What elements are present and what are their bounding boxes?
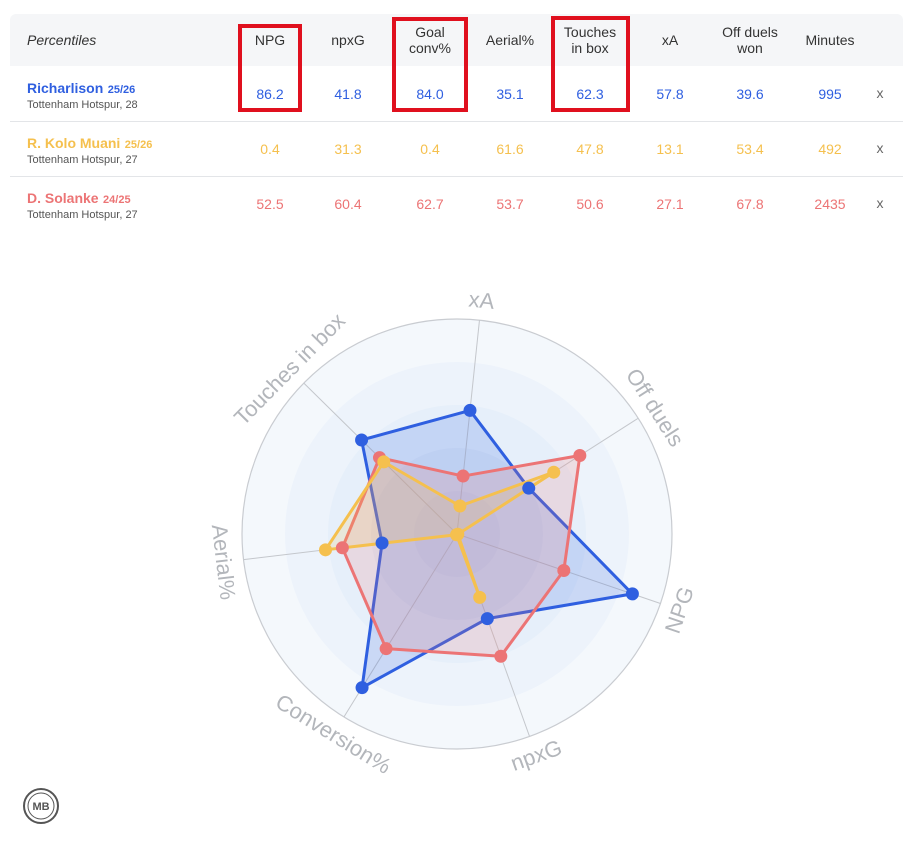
col-header-off-duels[interactable]: Off duels won (710, 14, 790, 66)
col-header-npg[interactable]: NPG (254, 32, 286, 48)
col-header-minutes[interactable]: Minutes (805, 32, 855, 48)
data-point (463, 403, 477, 417)
axis-label: Aerial% (207, 523, 241, 601)
value-goal-conv: 62.7 (416, 195, 444, 212)
radar-outer-circle (241, 318, 673, 750)
value-off-duels: 53.4 (736, 140, 764, 157)
table-header: Percentiles NPG npxG Goal conv% Aerial% … (10, 14, 903, 66)
player-season: 25/26 (124, 139, 153, 151)
col-header-aerial[interactable]: Aerial% (485, 32, 535, 48)
data-point (355, 433, 369, 447)
series-polygon (360, 408, 634, 690)
player-team: Tottenham Hotspur, 28 (27, 99, 138, 111)
data-point (573, 449, 587, 463)
data-point (335, 541, 349, 555)
remove-player-button[interactable]: x (876, 85, 884, 101)
mb-logo-text: MB (32, 801, 49, 813)
value-minutes: 995 (818, 85, 842, 102)
player-info: D. Solanke 24/25 Tottenham Hotspur, 27 (27, 190, 138, 221)
value-minutes: 492 (818, 140, 842, 157)
value-touches: 47.8 (576, 140, 604, 157)
remove-player-button[interactable]: x (876, 195, 884, 211)
series-polygon (324, 460, 556, 599)
remove-player-button[interactable]: x (876, 140, 884, 156)
col-header-touches-label: Touches in box (563, 24, 617, 56)
data-point (547, 465, 561, 479)
value-xa: 13.1 (656, 140, 684, 157)
col-header-goal-conv[interactable]: Goal conv% (390, 14, 470, 66)
data-point (377, 455, 391, 469)
highlight-box-goal-conv (392, 17, 468, 112)
data-point (453, 499, 467, 513)
data-point (473, 590, 487, 604)
col-header-npxg[interactable]: npxG (331, 32, 365, 48)
data-point (375, 536, 389, 550)
data-point (494, 649, 508, 663)
axis-label: xA (467, 287, 495, 315)
data-point (379, 642, 393, 656)
value-touches: 50.6 (576, 195, 604, 212)
axis-label: NPG (660, 583, 699, 636)
highlight-box-npg (238, 24, 302, 112)
data-point (480, 612, 494, 626)
col-header-off-duels-label: Off duels won (722, 24, 778, 56)
value-off-duels: 67.8 (736, 195, 764, 212)
col-header-touches-in-box[interactable]: Touches in box (552, 14, 628, 66)
value-npxg: 60.4 (334, 195, 362, 212)
value-npg: 86.2 (256, 85, 284, 102)
mb-logo: MB (22, 787, 60, 825)
value-npxg: 41.8 (334, 85, 362, 102)
value-minutes: 2435 (814, 195, 846, 212)
value-xa: 27.1 (656, 195, 684, 212)
value-npg: 0.4 (260, 140, 280, 157)
player-season: 24/25 (103, 194, 131, 206)
data-point (450, 528, 464, 542)
player-info: R. Kolo Muani 25/26 Tottenham Hotspur, 2… (27, 135, 152, 166)
player-name[interactable]: Richarlison (27, 80, 104, 96)
value-aerial: 61.6 (496, 140, 524, 157)
col-header-goal-conv-label: Goal conv% (408, 24, 452, 56)
data-point (319, 543, 333, 557)
player-team: Tottenham Hotspur, 27 (27, 209, 138, 221)
value-aerial: 35.1 (496, 85, 524, 102)
player-row: R. Kolo Muani 25/26 Tottenham Hotspur, 2… (10, 121, 903, 177)
value-xa: 57.8 (656, 85, 684, 102)
player-info: Richarlison 25/26 Tottenham Hotspur, 28 (27, 80, 138, 111)
value-aerial: 53.7 (496, 195, 524, 212)
value-off-duels: 39.6 (736, 85, 764, 102)
value-goal-conv: 84.0 (416, 85, 444, 102)
radar-spoke (456, 320, 480, 535)
value-goal-conv: 0.4 (420, 140, 440, 157)
percentile-table: Percentiles NPG npxG Goal conv% Aerial% … (10, 14, 903, 234)
value-npg: 52.5 (256, 195, 284, 212)
player-team: Tottenham Hotspur, 27 (27, 154, 138, 166)
highlight-box-touches (551, 16, 630, 112)
data-point (522, 481, 536, 495)
data-point (456, 469, 470, 483)
data-point (625, 587, 639, 601)
col-header-xa[interactable]: xA (661, 32, 679, 48)
percentiles-title: Percentiles (27, 32, 97, 48)
data-point (355, 681, 369, 695)
player-name[interactable]: R. Kolo Muani (27, 135, 121, 151)
value-touches: 62.3 (576, 85, 604, 102)
value-npxg: 31.3 (334, 140, 362, 157)
player-row: Richarlison 25/26 Tottenham Hotspur, 28 … (10, 66, 903, 122)
player-season: 25/26 (107, 84, 136, 96)
player-row: D. Solanke 24/25 Tottenham Hotspur, 27 5… (10, 176, 903, 231)
series-polygon (340, 454, 582, 658)
player-name[interactable]: D. Solanke (27, 190, 99, 206)
data-point (557, 563, 571, 577)
